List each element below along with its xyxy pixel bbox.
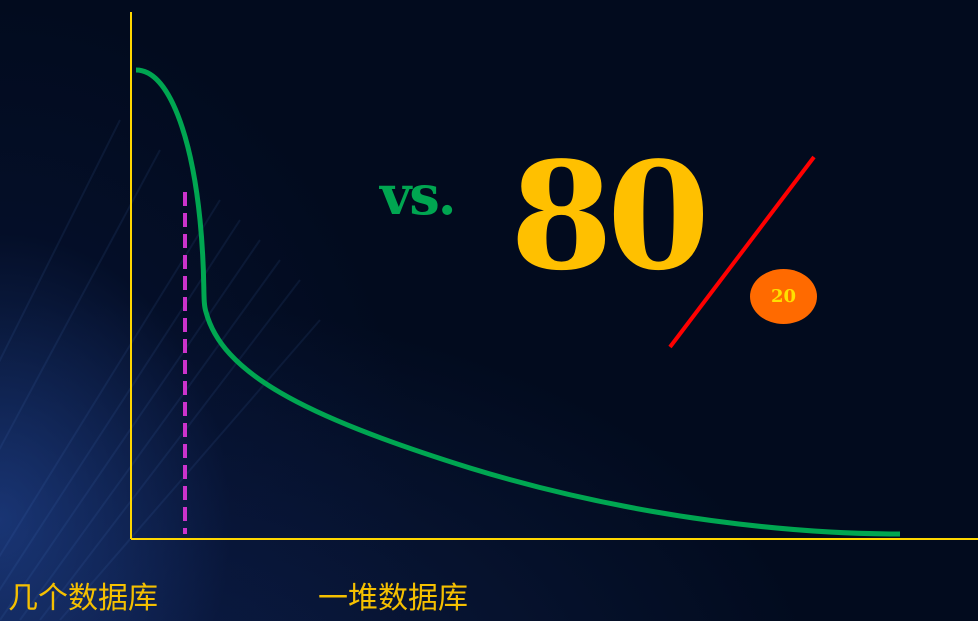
twenty-label: 20 [770, 285, 797, 307]
twenty-badge: 20 [750, 269, 817, 324]
long-tail-curve [135, 67, 901, 537]
vs-label: vs. [380, 163, 457, 227]
slash-line [668, 155, 816, 349]
caption-few-databases: 几个数据库 [8, 581, 158, 616]
eighty-label: 80 [510, 129, 710, 303]
caption-many-databases: 一堆数据库 [318, 581, 468, 616]
